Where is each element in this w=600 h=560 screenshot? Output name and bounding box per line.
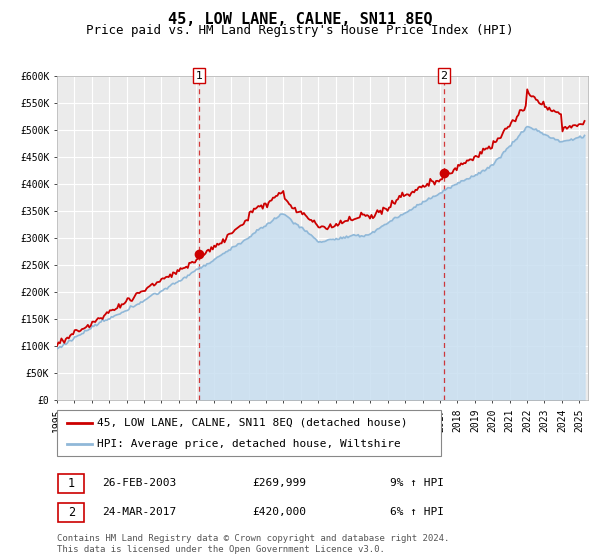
Text: 9% ↑ HPI: 9% ↑ HPI bbox=[390, 478, 444, 488]
Text: 1: 1 bbox=[196, 71, 202, 81]
Text: 24-MAR-2017: 24-MAR-2017 bbox=[102, 507, 176, 517]
Text: 45, LOW LANE, CALNE, SN11 8EQ (detached house): 45, LOW LANE, CALNE, SN11 8EQ (detached … bbox=[97, 418, 408, 428]
Text: 2: 2 bbox=[68, 506, 75, 519]
Text: This data is licensed under the Open Government Licence v3.0.: This data is licensed under the Open Gov… bbox=[57, 545, 385, 554]
Text: £420,000: £420,000 bbox=[252, 507, 306, 517]
Text: Contains HM Land Registry data © Crown copyright and database right 2024.: Contains HM Land Registry data © Crown c… bbox=[57, 534, 449, 543]
Text: 6% ↑ HPI: 6% ↑ HPI bbox=[390, 507, 444, 517]
Text: Price paid vs. HM Land Registry's House Price Index (HPI): Price paid vs. HM Land Registry's House … bbox=[86, 24, 514, 36]
Text: 2: 2 bbox=[440, 71, 448, 81]
Text: 26-FEB-2003: 26-FEB-2003 bbox=[102, 478, 176, 488]
Text: 1: 1 bbox=[68, 477, 75, 490]
Text: HPI: Average price, detached house, Wiltshire: HPI: Average price, detached house, Wilt… bbox=[97, 439, 401, 449]
Text: 45, LOW LANE, CALNE, SN11 8EQ: 45, LOW LANE, CALNE, SN11 8EQ bbox=[167, 12, 433, 27]
Text: £269,999: £269,999 bbox=[252, 478, 306, 488]
